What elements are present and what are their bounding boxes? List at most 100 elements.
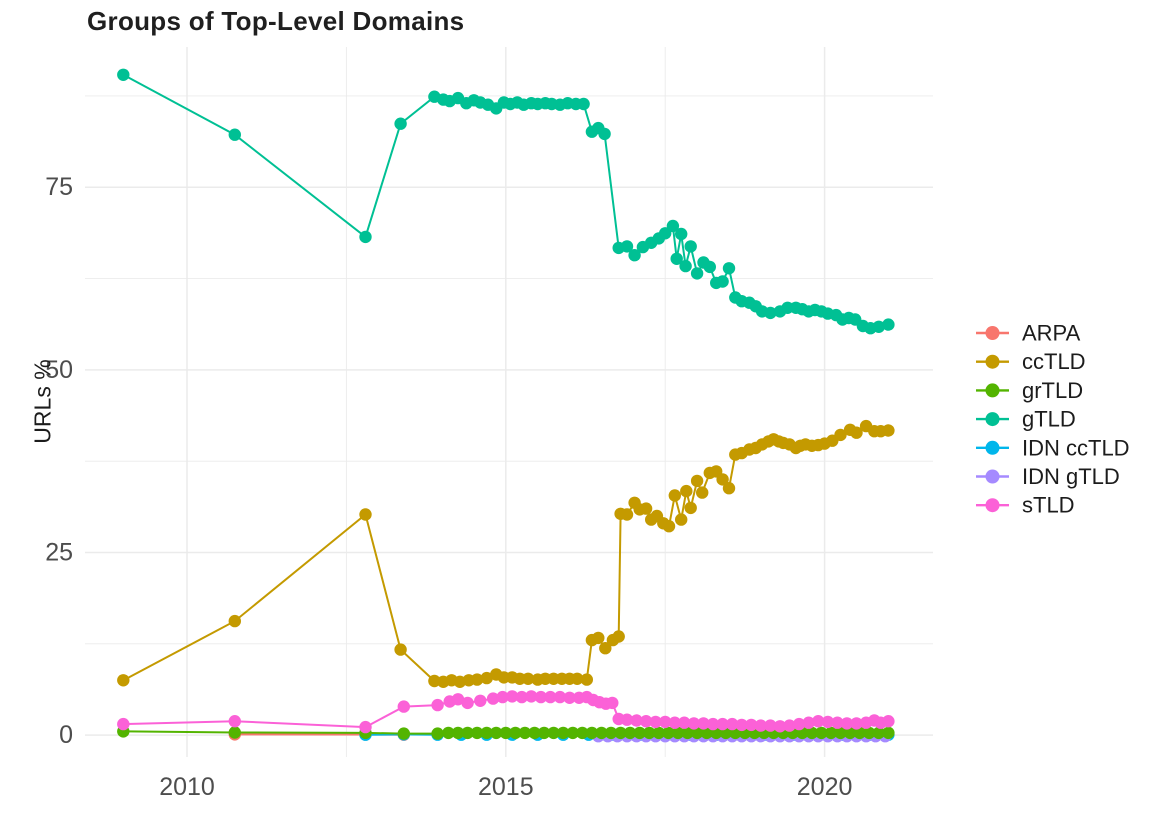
data-point-grtld [805,726,819,740]
data-point-grtld [576,726,589,740]
data-point-gtld [703,260,716,274]
data-point-stld [515,690,528,704]
data-point-grtld [585,726,599,740]
data-point-gtld [577,97,590,111]
data-point-gtld [722,262,736,275]
legend-label: grTLD [1022,378,1083,403]
data-point-grtld [604,726,618,740]
series-points-grtld [117,725,895,740]
grid-lines [85,47,933,757]
data-point-stld [812,715,825,728]
data-point-cctld [228,614,241,628]
data-point-gtld [690,267,704,280]
data-point-stld [534,690,548,704]
data-point-stld [697,717,710,730]
data-point-gtld [620,240,634,253]
data-point-cctld [599,642,612,655]
legend-label: gTLD [1022,407,1076,432]
data-point-grtld [470,726,484,740]
data-point-stld [687,717,701,730]
y-tick-label: 75 [45,173,73,201]
series-points-stld [117,690,895,734]
data-point-stld [764,719,777,732]
data-point-cctld [680,484,693,498]
data-point-stld [831,716,844,729]
data-point-gtld [666,219,680,233]
data-point-stld [563,691,576,704]
data-point-grtld [690,726,704,740]
data-point-grtld [397,727,410,740]
data-point-stld [117,717,130,731]
data-point-grtld [557,726,570,740]
data-point-stld [620,713,634,726]
data-point-grtld [566,726,579,740]
data-point-grtld [643,726,656,740]
data-point-cctld [639,502,653,515]
y-tick-label: 0 [59,721,73,749]
data-point-gtld [394,117,407,130]
data-point-cctld [690,474,704,488]
data-point-stld [716,717,729,731]
data-point-cctld [580,673,593,686]
data-point-grtld [518,726,532,740]
data-point-stld [659,715,672,729]
data-point-grtld [853,726,866,740]
legend-item-stld: sTLD [976,493,1075,518]
data-point-cctld [359,508,372,521]
data-point-stld [639,715,653,728]
data-point-cctld [662,520,676,533]
data-point-gtld [228,128,241,141]
data-point-gtld [659,227,672,240]
data-point-stld [678,716,691,729]
data-point-stld [544,690,557,704]
legend: ARPA ccTLD grTLD gTLD IDN ccTLD IDN gTLD sTLD [976,321,1130,518]
data-point-stld [474,694,487,707]
data-point-stld [840,717,854,730]
data-point-grtld [882,726,895,740]
data-point-grtld [815,726,828,740]
data-point-grtld [834,726,847,740]
data-point-cctld [428,674,441,688]
data-point-grtld [614,726,627,740]
legend-key-dot [985,498,1000,513]
legend-key-dot [985,412,1000,427]
y-tick-label: 25 [45,538,73,566]
data-point-gtld [117,68,130,82]
data-point-grtld [228,726,241,739]
data-point-cctld [480,671,493,685]
data-point-stld [451,693,465,706]
data-point-cctld [117,674,130,687]
data-point-gtld [684,240,697,253]
data-point-stld [668,716,681,729]
data-point-grtld [671,726,685,740]
data-point-stld [397,700,410,713]
y-tick-label: 50 [45,356,73,384]
data-point-stld [745,718,758,732]
data-point-gtld [670,252,683,265]
x-tick-label: 2020 [797,773,853,801]
data-point-gtld [716,275,729,288]
data-point-gtld [598,127,611,141]
data-point-stld [486,692,500,705]
data-point-grtld [442,726,455,740]
data-point-grtld [824,726,838,740]
data-point-grtld [537,726,551,740]
data-point-gtld [872,320,885,333]
data-point-gtld [764,306,777,320]
data-point-grtld [863,726,876,740]
data-point-stld [649,715,662,729]
data-point-stld [630,714,643,727]
data-point-cctld [620,508,634,521]
data-point-stld [706,717,720,731]
legend-item-idn-gtld: IDN gTLD [976,464,1120,489]
legend-label: IDN gTLD [1022,464,1120,489]
legend-item-gtld: gTLD [976,407,1076,432]
legend-key-dot [985,326,1000,340]
data-point-cctld [696,486,709,499]
legend-item-grtld: grTLD [976,378,1083,403]
data-point-grtld [843,726,857,740]
x-tick-label: 2010 [159,773,215,801]
data-point-stld [525,690,538,703]
axis-tick-labels: 0 25 50 75 2010 2015 2020 [45,173,852,801]
